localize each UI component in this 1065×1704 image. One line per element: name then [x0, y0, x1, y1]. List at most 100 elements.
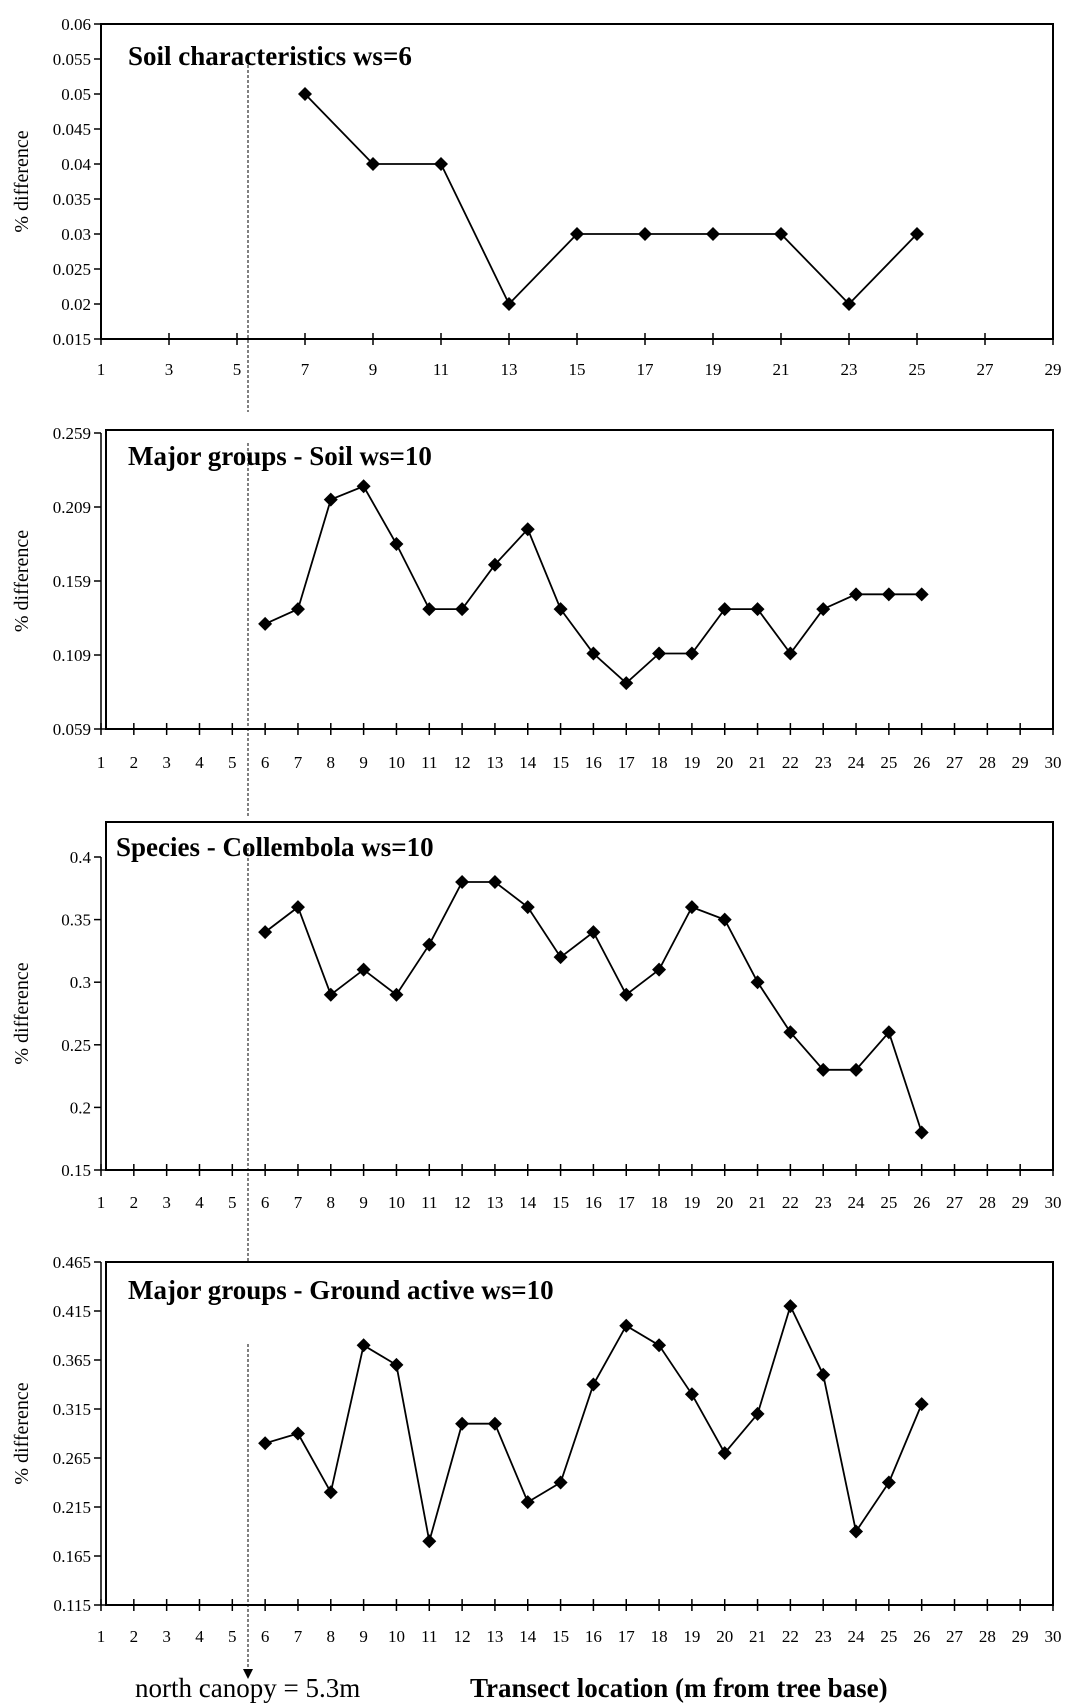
x-tick-label: 9: [359, 1193, 368, 1212]
x-tick-label: 10: [388, 1627, 405, 1646]
x-tick-label: 4: [195, 1627, 204, 1646]
y-tick-label: 0.04: [61, 155, 91, 174]
data-point: [750, 1406, 765, 1421]
x-tick-label: 16: [585, 1627, 602, 1646]
data-point: [706, 227, 720, 241]
x-tick-label: 24: [848, 753, 866, 772]
data-point: [619, 987, 634, 1002]
data-point: [849, 587, 864, 602]
data-point: [323, 987, 338, 1002]
data-point: [914, 587, 929, 602]
y-tick-label: 0.259: [53, 424, 91, 443]
x-tick-label: 22: [782, 1193, 799, 1212]
y-tick-label: 0.055: [53, 50, 91, 69]
x-tick-label: 20: [716, 753, 733, 772]
data-point: [717, 912, 732, 927]
data-point: [258, 925, 273, 940]
y-tick-label: 0.06: [61, 15, 91, 34]
y-tick-label: 0.115: [53, 1596, 91, 1615]
data-point: [914, 1397, 929, 1412]
data-point: [816, 1367, 831, 1382]
data-point: [290, 602, 305, 617]
x-tick-label: 3: [162, 1627, 171, 1646]
plot-frame: [100, 23, 1054, 340]
x-tick-label: 23: [815, 753, 832, 772]
chart-title: Species - Collembola ws=10: [116, 832, 434, 862]
x-tick-label: 9: [359, 1627, 368, 1646]
x-tick-label: 17: [637, 360, 655, 379]
y-tick-label: 0.045: [53, 120, 91, 139]
y-tick-label: 0.365: [53, 1351, 91, 1370]
data-point: [684, 900, 699, 915]
data-point: [356, 962, 371, 977]
chart-panel: 0.150.20.250.30.350.41 2 3 4 5 6 7 8 9 10 11 12 13 14…: [11, 821, 1062, 1212]
x-tick-label: 17: [618, 1627, 636, 1646]
data-point: [520, 900, 535, 915]
data-point: [586, 925, 601, 940]
x-tick-label: 27: [977, 360, 995, 379]
x-tick-label: 29: [1012, 1193, 1029, 1212]
data-point: [849, 1062, 864, 1077]
y-tick-label: 0.215: [53, 1498, 91, 1517]
y-axis-label: % difference: [11, 1382, 33, 1484]
x-tick-label: 4: [195, 753, 204, 772]
x-tick-label: 1: [97, 1193, 106, 1212]
x-tick-label: 12: [454, 753, 471, 772]
x-tick-label: 28: [979, 753, 996, 772]
x-tick-label: 23: [841, 360, 858, 379]
y-tick-label: 0.465: [53, 1253, 91, 1272]
data-point: [783, 646, 798, 661]
data-point: [910, 227, 924, 241]
north-canopy-marker-line: [243, 60, 253, 1679]
x-tick-label: 25: [909, 360, 926, 379]
x-tick-label: 19: [683, 1627, 700, 1646]
x-tick-label: 17: [618, 753, 636, 772]
data-point: [298, 87, 312, 101]
x-tick-label: 20: [716, 1627, 733, 1646]
x-tick-label: 26: [913, 1193, 930, 1212]
x-tick-label: 2: [130, 1193, 139, 1212]
x-tick-label: 14: [519, 1193, 537, 1212]
chart-panel: 0.115 0.165 0.215 0.265 0.315 0.365 0.415 0.465…: [11, 1253, 1062, 1646]
x-axis-title: Transect location (m from tree base): [470, 1673, 888, 1703]
x-tick-label: 6: [261, 1627, 270, 1646]
data-point: [717, 1446, 732, 1461]
x-tick-label: 5: [228, 753, 237, 772]
data-point: [422, 1534, 437, 1549]
data-point: [389, 1357, 404, 1372]
data-point: [849, 1524, 864, 1539]
x-tick-label: 11: [421, 753, 437, 772]
chart-title: Major groups - Soil ws=10: [128, 441, 432, 471]
y-tick-label: 0.265: [53, 1449, 91, 1468]
data-point: [356, 1338, 371, 1353]
chart-title: Major groups - Ground active ws=10: [128, 1275, 554, 1305]
x-tick-label: 18: [651, 1193, 668, 1212]
y-axis-label: % difference: [11, 962, 33, 1064]
data-point: [914, 1125, 929, 1140]
y-tick-label: 0.03: [61, 225, 91, 244]
y-tick-label: 0.315: [53, 1400, 91, 1419]
x-tick-label: 10: [388, 753, 405, 772]
series-line: [304, 93, 918, 306]
x-tick-label: 15: [552, 1627, 569, 1646]
data-point: [774, 227, 788, 241]
x-tick-label: 7: [294, 1627, 303, 1646]
data-point: [290, 900, 305, 915]
x-tick-label: 9: [369, 360, 378, 379]
data-point: [842, 297, 856, 311]
y-tick-label: 0.05: [61, 85, 91, 104]
x-tick-label: 28: [979, 1193, 996, 1212]
x-tick-label: 28: [979, 1627, 996, 1646]
data-point: [684, 646, 699, 661]
data-point: [652, 646, 667, 661]
y-tick-label: 0.209: [53, 498, 91, 517]
x-tick-label: 21: [749, 1627, 766, 1646]
x-tick-label: 30: [1045, 1193, 1062, 1212]
data-point: [422, 937, 437, 952]
arrow-down-icon: [243, 1669, 253, 1679]
y-tick-label: 0.15: [61, 1161, 91, 1180]
x-tick-label: 3: [165, 360, 174, 379]
x-tick-label: 13: [486, 1193, 503, 1212]
x-tick-label: 23: [815, 1193, 832, 1212]
